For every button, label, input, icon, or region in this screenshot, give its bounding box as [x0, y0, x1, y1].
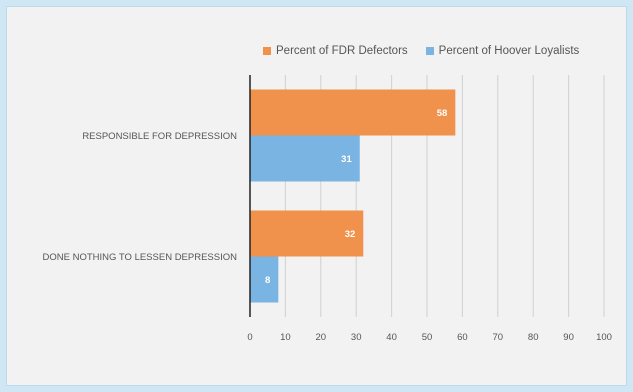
bar-hoover-1	[250, 256, 279, 303]
x-tick-label-20: 20	[316, 332, 327, 343]
data-label-hoover-0: 31	[341, 154, 352, 165]
category-label-1: DONE NOTHING TO LESSEN DEPRESSION	[43, 252, 238, 263]
x-tick-label-0: 0	[247, 332, 252, 343]
bar-hoover-0	[250, 135, 360, 182]
chart-legend: Percent of FDR Defectors Percent of Hoov…	[263, 45, 579, 57]
legend-label-hoover: Percent of Hoover Loyalists	[438, 45, 580, 57]
data-label-fdr-0: 58	[437, 108, 448, 119]
legend-label-fdr: Percent of FDR Defectors	[276, 45, 408, 57]
chart-plot: 58 31 RESPONSIBLE FOR DEPRESSION 32 8 DONE NO…	[43, 75, 612, 343]
x-tick-label-100: 100	[596, 332, 612, 343]
x-tick-label-40: 40	[386, 332, 397, 343]
data-label-hoover-1: 8	[265, 275, 270, 286]
data-label-fdr-1: 32	[345, 229, 356, 240]
x-tick-label-50: 50	[422, 332, 433, 343]
category-label-0: RESPONSIBLE FOR DEPRESSION	[82, 131, 237, 142]
legend-item-fdr: Percent of FDR Defectors	[263, 45, 408, 57]
legend-swatch-fdr	[263, 47, 271, 55]
legend-item-hoover: Percent of Hoover Loyalists	[425, 45, 580, 57]
x-tick-label-70: 70	[493, 332, 504, 343]
x-tick-label-30: 30	[351, 332, 362, 343]
bar-fdr-0	[250, 89, 456, 136]
bar-fdr-1	[250, 210, 364, 257]
x-tick-label-60: 60	[457, 332, 468, 343]
legend-swatch-hoover	[425, 47, 434, 55]
x-tick-label-80: 80	[528, 332, 539, 343]
x-tick-label-90: 90	[563, 332, 574, 343]
chart-frame: 58 31 RESPONSIBLE FOR DEPRESSION 32 8 DONE NO…	[6, 6, 627, 386]
x-tick-label-10: 10	[280, 332, 291, 343]
